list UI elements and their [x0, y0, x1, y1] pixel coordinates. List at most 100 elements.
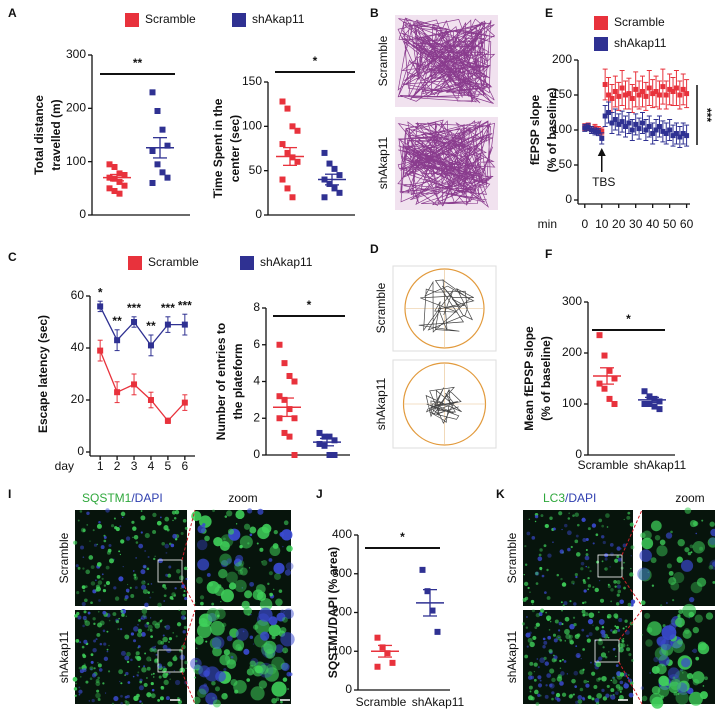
- swim-path: [418, 279, 475, 333]
- cell: [544, 523, 549, 529]
- cell: [82, 615, 87, 620]
- cell: [146, 567, 150, 571]
- significance: ***: [127, 301, 141, 315]
- cell: [226, 510, 233, 517]
- cell: [106, 630, 109, 633]
- cell: [595, 626, 600, 631]
- cell: [172, 519, 174, 522]
- data-point: [660, 128, 666, 134]
- cell: [538, 553, 542, 557]
- cell: [90, 565, 95, 569]
- data-point: [656, 124, 662, 129]
- cell: [152, 529, 157, 534]
- cell: [239, 544, 243, 549]
- cell: [268, 558, 273, 562]
- cell: [623, 586, 626, 590]
- cell: [526, 531, 531, 536]
- cell: [615, 684, 621, 689]
- cell: [576, 523, 580, 527]
- cell: [524, 563, 528, 566]
- cell: [247, 613, 250, 616]
- cell: [704, 676, 708, 681]
- cell: [586, 634, 589, 638]
- cell: [280, 626, 287, 634]
- y-tick-label: 100: [332, 643, 352, 657]
- cell: [107, 548, 112, 553]
- cell: [559, 681, 564, 686]
- cell: [82, 624, 85, 628]
- data-point: [326, 433, 333, 440]
- cell: [173, 594, 177, 597]
- cell: [167, 661, 173, 667]
- y-tick-label: 100: [562, 396, 582, 410]
- cell: [692, 671, 705, 684]
- cell: [559, 667, 562, 669]
- cell: [197, 525, 206, 534]
- cell: [219, 553, 232, 566]
- cell: [85, 569, 91, 575]
- cell: [93, 667, 96, 670]
- x-tick-label: 5: [165, 459, 172, 473]
- cell: [147, 555, 150, 559]
- cell: [84, 620, 91, 627]
- cell: [540, 570, 542, 572]
- cell: [147, 624, 153, 630]
- cell: [280, 700, 283, 704]
- data-point: [289, 154, 296, 161]
- stain-dapi: /DAPI: [565, 491, 596, 505]
- cell: [113, 517, 116, 520]
- cell: [212, 646, 222, 657]
- cell: [204, 535, 210, 542]
- cell: [590, 661, 592, 664]
- cell: [582, 601, 585, 605]
- y-axis-label: Escape latency (sec): [36, 315, 50, 433]
- cell: [646, 627, 653, 633]
- legend-swatch: [594, 37, 608, 51]
- cell: [524, 544, 527, 548]
- cell: [156, 520, 162, 526]
- data-point: [650, 91, 656, 97]
- cell: [167, 573, 172, 578]
- cell: [680, 668, 684, 672]
- cell: [630, 555, 632, 557]
- cell: [124, 655, 130, 661]
- cell: [122, 516, 124, 518]
- cell: [709, 521, 715, 527]
- cell: [585, 553, 589, 557]
- cell: [582, 696, 585, 700]
- cell: [89, 677, 93, 681]
- cell: [697, 641, 707, 651]
- cell: [523, 581, 529, 587]
- cell: [120, 650, 126, 656]
- cell: [568, 512, 571, 515]
- cell: [696, 556, 703, 563]
- cell: [657, 685, 670, 698]
- cell: [118, 617, 120, 620]
- data-point: [656, 406, 663, 413]
- cell: [641, 695, 648, 702]
- cell: [219, 541, 230, 551]
- cell: [544, 591, 547, 594]
- data-point: [331, 452, 338, 458]
- cell: [99, 642, 103, 646]
- cell: [573, 602, 577, 606]
- cell: [120, 539, 125, 544]
- row-label: Scramble: [376, 35, 390, 86]
- cell: [691, 650, 694, 652]
- y-axis-label: Number of entries to: [214, 323, 228, 440]
- cell: [569, 640, 574, 645]
- cell: [561, 658, 564, 661]
- cell: [575, 534, 579, 538]
- data-point: [164, 142, 171, 149]
- cell: [133, 626, 139, 632]
- cell: [545, 615, 552, 621]
- cell: [157, 602, 162, 608]
- cell: [246, 668, 254, 676]
- x-tick-label: 40: [646, 217, 660, 231]
- cell: [273, 529, 278, 535]
- zoom-box: [597, 554, 623, 578]
- cell: [614, 625, 617, 628]
- cell: [136, 673, 139, 677]
- cell: [271, 697, 277, 704]
- cell: [108, 543, 112, 548]
